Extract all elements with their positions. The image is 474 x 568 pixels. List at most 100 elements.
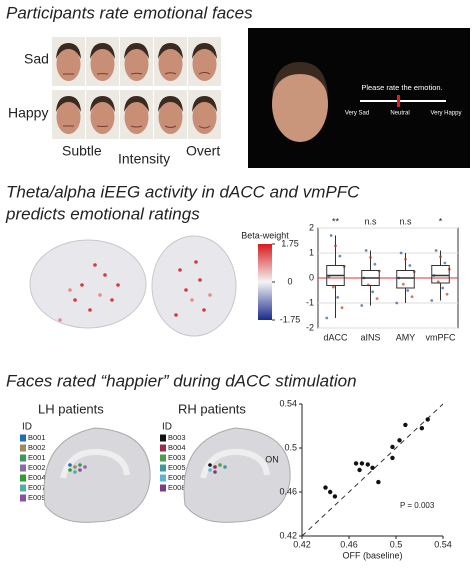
mouth [130,125,143,128]
point [370,465,375,470]
hair [124,43,149,59]
legend-entry: B002 [28,443,46,452]
legend-swatch [20,444,26,452]
mouth [130,72,143,75]
trial-dot [406,289,410,292]
trial-dot [399,251,403,255]
trial-dot [395,301,399,305]
scale-label: Neutral [390,111,409,117]
trial-dot [331,285,335,289]
contact [208,463,212,467]
y-tick-label: 2 [309,222,314,232]
panel-title: Theta/alpha iEEG activity in dACC and vm… [6,182,360,201]
trial-dot [360,304,364,307]
legend-swatch [160,444,166,452]
electrode [202,308,206,312]
trial-dot [434,249,438,252]
contact [68,468,72,472]
y-tick-label: -2 [306,322,314,332]
legend-entry: B004 [168,443,186,452]
intensity-label: Overt [186,143,220,159]
point [425,417,430,422]
face [56,100,81,134]
point [323,485,328,490]
contact [78,463,82,467]
legend-entry: E004 [28,473,46,482]
legend-swatch [20,434,26,442]
y-tick-label: 0.5 [284,442,297,452]
contact [68,463,72,467]
box [431,265,450,284]
box [396,270,415,289]
scale-label: Very Happy [430,111,461,117]
face [90,47,115,81]
face [192,100,217,134]
identity-line [301,403,444,537]
face [158,47,183,81]
trial-dot [436,280,440,284]
hair [192,96,217,112]
y-tick-label: 0.46 [279,486,297,496]
legend-entry: B003 [168,433,186,442]
trial-dot [329,234,333,237]
colorbar-tick-label: 1.75 [281,238,299,248]
scatter-chart: 0.42 0.46 0.5 0.54 0.42 0.46 0.5 0.54 OFF (basel… [265,398,452,560]
patient-groups: LH patientsIDB001B002E001E002E004E007E00… [20,401,291,523]
hair [124,96,149,112]
significance-label: ** [332,216,340,226]
electrode [198,278,202,282]
panel-title: Participants rate emotional faces [6,3,253,22]
face [56,47,81,81]
legend-swatch [20,454,26,462]
annotation: P = 0.003 [400,501,435,510]
row-label: Happy [8,105,48,121]
hair [158,96,183,112]
x-axis-label: OFF (baseline) [342,550,402,560]
group-label: LH patients [38,401,104,416]
electrode [93,263,97,267]
legend-entry: E003 [168,453,186,462]
electrode [178,268,182,272]
trial-dot [334,244,337,248]
electrode [208,293,212,297]
trial-dot [336,295,340,299]
trial-dot [325,316,329,320]
legend-swatch [160,484,166,492]
electrode [68,288,72,292]
point [353,461,359,466]
point [390,444,395,450]
point [403,422,408,428]
legend-swatch [160,464,166,472]
intensity-label: Intensity [118,151,170,167]
electrode [194,260,198,264]
point [332,494,338,499]
face [192,47,217,81]
panel-title: predicts emotional ratings [5,204,200,223]
legend-title: ID [162,422,172,433]
trial-dot [373,262,377,266]
contact [213,465,217,469]
electrode [110,298,114,302]
face [90,100,115,134]
trial-dot [338,254,342,258]
face [124,47,149,81]
scale-label: Very Sad [345,111,369,117]
group-label: RH patients [178,401,246,416]
contact [83,465,87,469]
electrode [184,288,188,292]
brain [29,239,147,329]
x-tick-label: 0.46 [340,539,358,549]
electrode [103,273,107,277]
legend-swatch [20,494,26,502]
contact [73,465,77,469]
legend-entry: E002 [28,463,46,472]
x-tick-label: aINS [360,332,380,342]
significance-label: * [439,216,443,226]
contact [73,470,77,474]
mouth [198,125,211,129]
trial-dot [404,257,407,261]
hair [272,62,328,96]
box-chart: -2 -1 0 1 2 dACC ** aINS n.s AMY n.s vmPFC * [306,216,459,342]
y-tick-label: 1 [309,247,314,257]
